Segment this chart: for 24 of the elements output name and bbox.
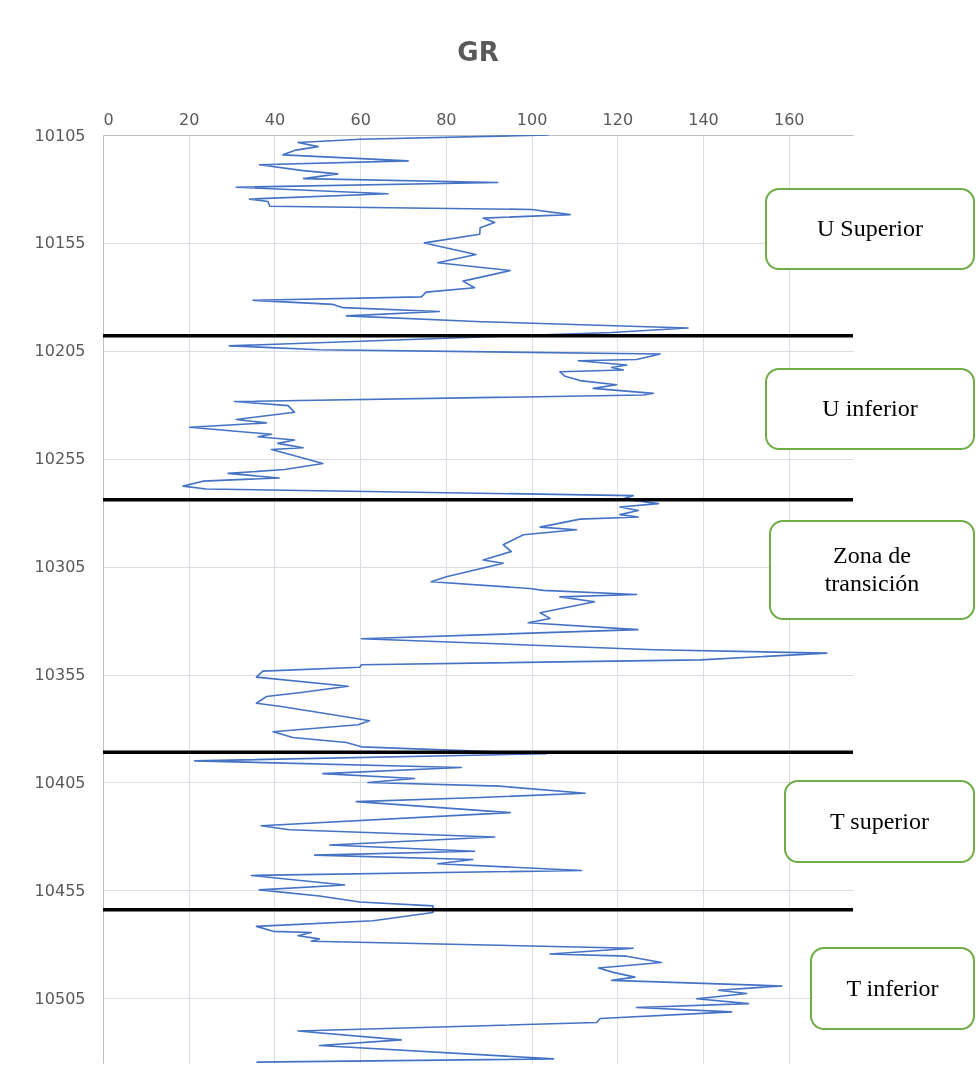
rounded-box: Zona de transición [769, 520, 975, 620]
rounded-box: T superior [784, 780, 975, 863]
x-tick-label: 0 [103, 109, 114, 129]
rounded-box: T inferior [810, 947, 975, 1030]
y-tick-label: 10455 [34, 880, 86, 900]
x-tick-label: 60 [350, 109, 371, 129]
y-tick-label: 10205 [34, 341, 86, 361]
y-tick-label: 10405 [34, 772, 86, 792]
y-tick-label: 10155 [34, 233, 86, 253]
x-tick-label: 120 [602, 109, 634, 129]
x-tick-label: 100 [516, 109, 548, 129]
x-tick-label: 40 [264, 109, 286, 129]
y-tick-label: 10355 [34, 665, 86, 685]
x-tick-label: 160 [773, 109, 805, 129]
y-tick-label: 10505 [34, 988, 86, 1008]
y-tick-label: 10255 [34, 449, 86, 469]
y-tick-label: 10105 [34, 125, 86, 145]
rounded-box: U Superior [765, 188, 975, 270]
x-tick-label: 20 [179, 109, 200, 129]
chart-title: GR [457, 37, 499, 67]
rounded-box: U inferior [765, 368, 975, 450]
x-tick-label: 140 [688, 109, 719, 129]
y-tick-label: 10305 [34, 557, 86, 577]
x-tick-label: 80 [436, 109, 457, 129]
